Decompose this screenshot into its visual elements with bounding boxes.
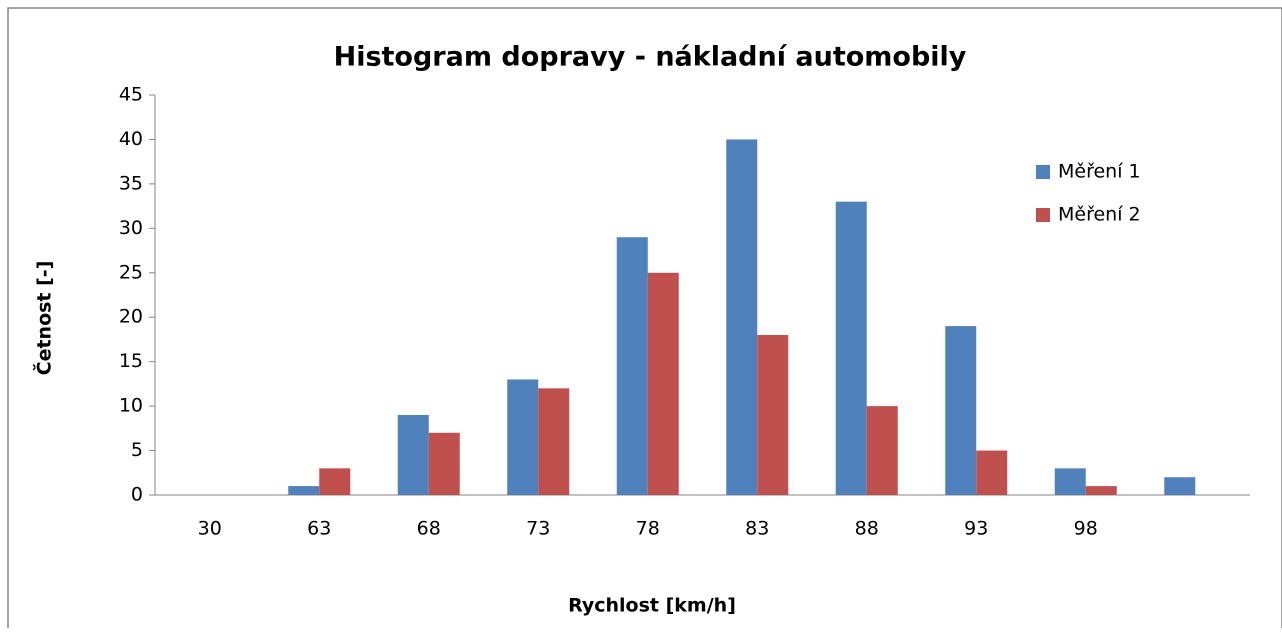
y-tick-label: 0: [131, 484, 143, 506]
x-tick-label: 93: [964, 518, 988, 540]
bar: [976, 450, 1008, 495]
y-axis-title: Četnost [-]: [32, 261, 56, 376]
bar: [945, 326, 977, 495]
bar: [1085, 486, 1117, 495]
y-tick-label: 30: [119, 217, 143, 239]
legend-label: Měření 1: [1058, 161, 1141, 183]
y-tick-label: 5: [131, 439, 143, 461]
x-tick-label: 78: [636, 518, 660, 540]
bar: [1054, 468, 1086, 495]
bar: [288, 486, 320, 495]
legend-swatch: [1036, 208, 1050, 222]
x-tick-label: 68: [417, 518, 441, 540]
y-tick-label: 20: [119, 306, 143, 328]
bar: [835, 201, 867, 495]
bar: [1164, 477, 1196, 495]
x-tick-label: 63: [307, 518, 331, 540]
y-tick-label: 10: [119, 395, 143, 417]
legend-swatch: [1036, 165, 1050, 179]
x-tick-label: 73: [526, 518, 550, 540]
bar: [647, 272, 679, 495]
x-tick-label: 88: [855, 518, 879, 540]
y-tick-label: 40: [119, 128, 143, 150]
x-tick-label: 83: [745, 518, 769, 540]
bar: [757, 335, 789, 495]
x-tick-label: 98: [1074, 518, 1098, 540]
y-tick-label: 15: [119, 350, 143, 372]
y-tick-label: 35: [119, 172, 143, 194]
bar: [538, 388, 570, 495]
bar: [726, 139, 758, 495]
x-tick-label: 30: [198, 518, 222, 540]
bar: [319, 468, 351, 495]
bar: [616, 237, 648, 495]
bar: [397, 415, 429, 495]
legend-label: Měření 2: [1058, 204, 1141, 226]
bar: [866, 406, 898, 495]
bar: [507, 379, 539, 495]
y-tick-label: 45: [119, 84, 143, 106]
bar: [428, 432, 460, 495]
y-tick-label: 25: [119, 261, 143, 283]
chart-title: Histogram dopravy - nákladní automobily: [334, 42, 967, 73]
x-axis-title: Rychlost [km/h]: [568, 595, 736, 617]
